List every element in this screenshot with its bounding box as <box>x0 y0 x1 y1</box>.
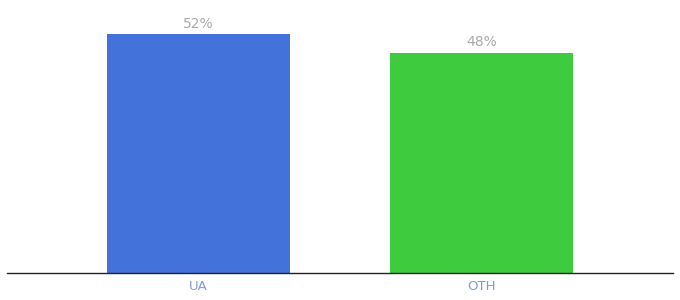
Bar <box>390 53 573 273</box>
Text: 48%: 48% <box>466 35 497 49</box>
Bar <box>107 34 290 273</box>
Text: 52%: 52% <box>183 17 214 31</box>
